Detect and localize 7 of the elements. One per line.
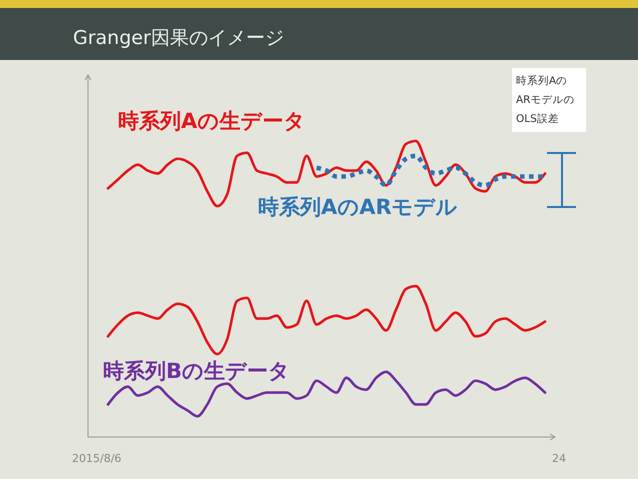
series-label: 時系列AのARモデル: [258, 195, 458, 219]
text: 2015/8/6: [72, 452, 122, 465]
chart-title: Granger因果のイメージ: [73, 27, 284, 49]
series-label: 時系列Bの生データ: [103, 359, 290, 383]
series-label: 時系列Aの生データ: [118, 109, 306, 133]
text: 24: [552, 452, 566, 465]
text: 時系列Aの ARモデルの OLS誤差: [516, 74, 574, 125]
